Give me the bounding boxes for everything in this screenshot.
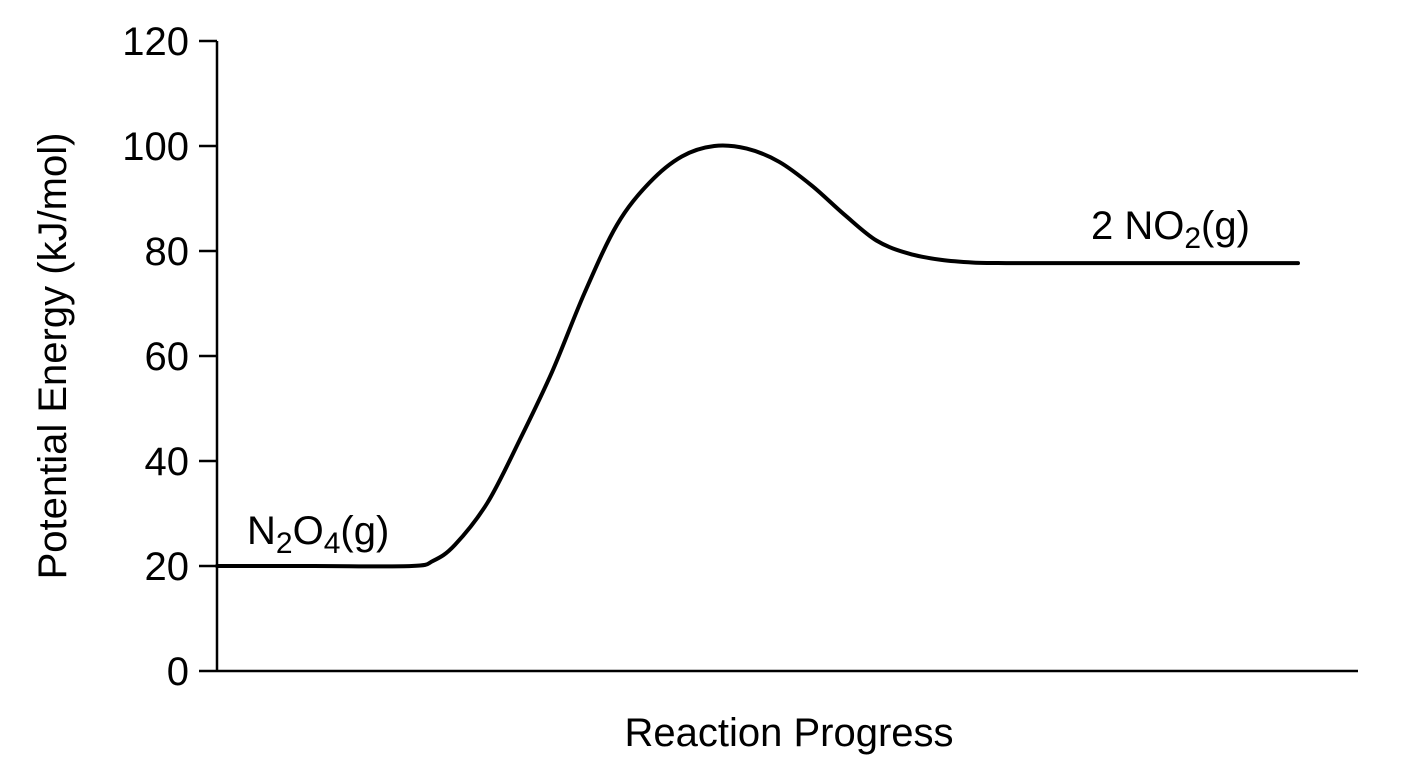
y-tick-label: 80 bbox=[145, 230, 190, 274]
reactant-n: N bbox=[247, 509, 276, 553]
reactant-phase: (g) bbox=[340, 509, 389, 553]
y-tick-labels: 0 20 40 60 80 100 120 bbox=[122, 20, 189, 694]
x-axis-label: Reaction Progress bbox=[624, 711, 953, 755]
reactant-sub-4: 4 bbox=[324, 527, 341, 560]
product-sub-2: 2 bbox=[1184, 222, 1201, 255]
y-tick-label: 0 bbox=[167, 650, 189, 694]
product-label: 2 NO2(g) bbox=[1091, 204, 1250, 255]
y-tick-label: 100 bbox=[122, 125, 189, 169]
y-axis-label: Potential Energy (kJ/mol) bbox=[31, 133, 75, 580]
reactant-o: O bbox=[293, 509, 324, 553]
reactant-sub-2: 2 bbox=[276, 527, 293, 560]
axes bbox=[215, 41, 1358, 673]
y-tick-label: 60 bbox=[145, 335, 190, 379]
y-tick-label: 20 bbox=[145, 545, 190, 589]
reactant-label: N2O4(g) bbox=[247, 509, 389, 560]
y-tick-label: 120 bbox=[122, 20, 189, 64]
y-ticks bbox=[199, 39, 217, 673]
product-phase: (g) bbox=[1201, 204, 1250, 248]
energy-curve bbox=[215, 143, 1300, 569]
y-tick-label: 40 bbox=[145, 440, 190, 484]
product-no: 2 NO bbox=[1091, 204, 1184, 248]
